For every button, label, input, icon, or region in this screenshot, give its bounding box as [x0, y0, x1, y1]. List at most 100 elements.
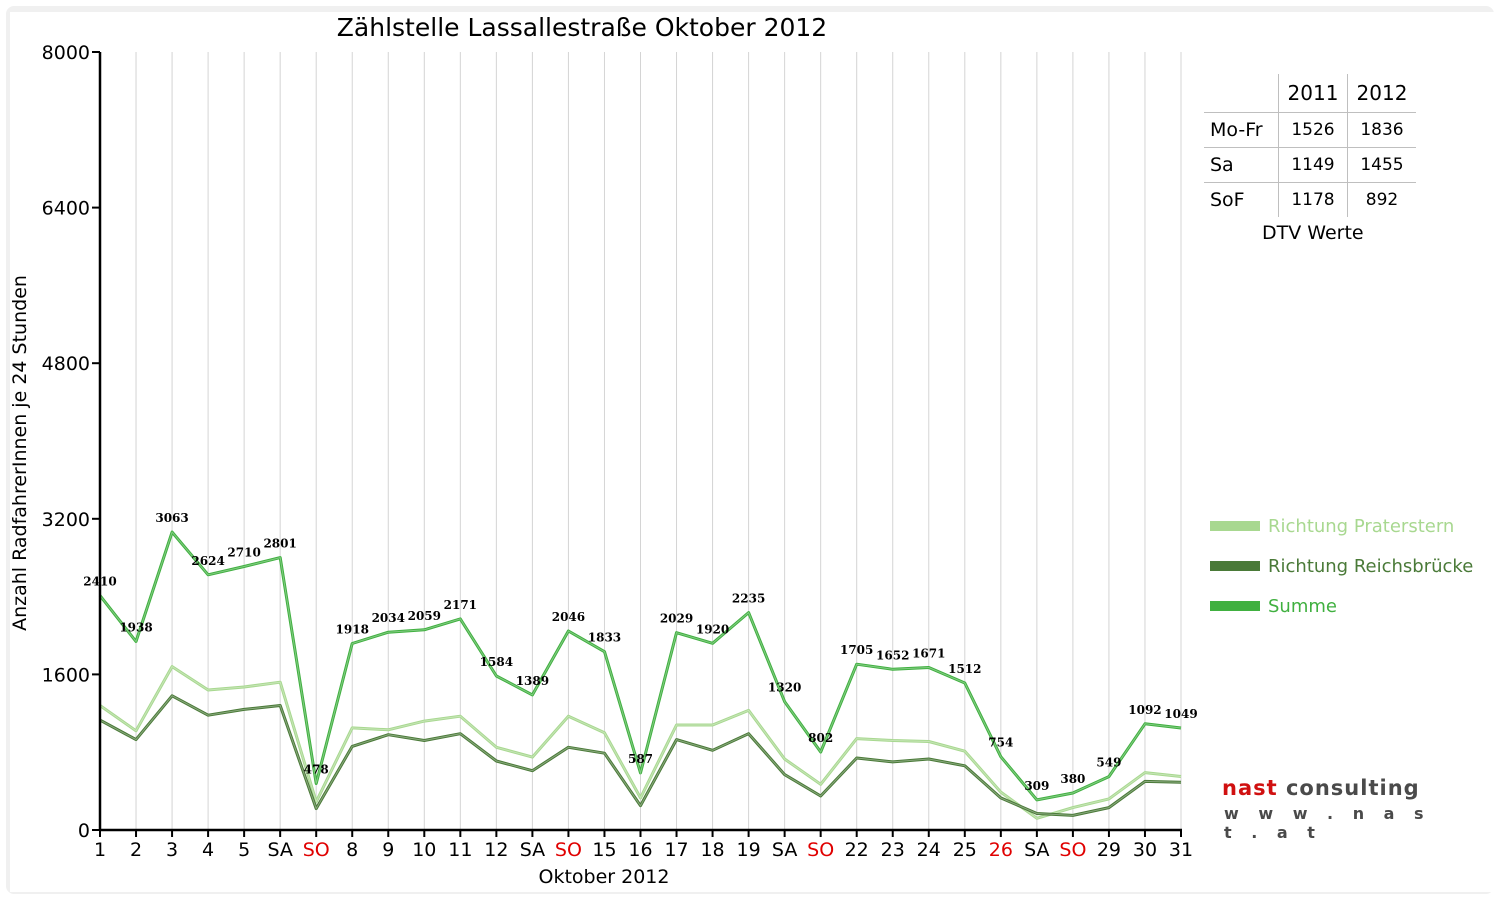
data-label: 754 [988, 736, 1013, 750]
x-tick-label: 23 [881, 839, 905, 861]
data-label: 3063 [155, 511, 188, 525]
chart-title: Zählstelle Lassallestraße Oktober 2012 [337, 13, 827, 42]
dtv-value: 1178 [1278, 182, 1348, 217]
data-label: 1389 [516, 674, 549, 688]
data-label: 1918 [336, 622, 369, 636]
x-tick-label: 4 [202, 839, 214, 861]
data-label-layer: 2410193830632624271028014781918203420592… [83, 511, 1197, 793]
x-tick-label: 18 [700, 839, 724, 861]
legend-label: Richtung Praterstern [1268, 515, 1455, 537]
data-label: 1320 [768, 681, 801, 695]
data-label: 2034 [372, 611, 405, 625]
data-label: 2171 [444, 598, 477, 612]
series-line-highlight [99, 695, 1182, 816]
x-tick-label: SO [303, 839, 330, 861]
y-tick-label: 0 [78, 820, 90, 842]
y-tick-label: 4800 [42, 353, 90, 375]
y-tick-label: 8000 [42, 42, 90, 64]
data-label: 478 [304, 763, 329, 777]
x-tick-label: SO [807, 839, 834, 861]
logo-wordmark: nast consulting [1222, 776, 1420, 800]
logo-url: w w w . n a s t . a t [1224, 804, 1431, 842]
chart-panel: Zählstelle Lassallestraße Oktober 2012 A… [9, 12, 1494, 892]
data-label: 1705 [840, 643, 873, 657]
series-line-1 [99, 694, 1182, 817]
logo-word-consulting: consulting [1285, 776, 1420, 800]
series-layer [98, 530, 1182, 820]
dtv-value: 1836 [1347, 112, 1416, 148]
x-tick-label: 17 [664, 839, 688, 861]
dtv-caption: DTV Werte [1262, 222, 1364, 244]
legend-swatch [1210, 561, 1260, 571]
series-line-highlight [99, 531, 1182, 801]
chart-legend: Richtung Praterstern Richtung Reichsbrüc… [1210, 506, 1473, 626]
legend-swatch [1210, 521, 1260, 531]
dtv-row-label: Mo-Fr [1204, 112, 1279, 148]
x-tick-label: SA [1024, 839, 1049, 861]
x-tick-label: SO [555, 839, 582, 861]
data-label: 1512 [948, 662, 981, 676]
x-tick-label: 8 [346, 839, 358, 861]
company-logo: nast consulting w w w . n a s t . a t [1210, 762, 1453, 842]
data-label: 1049 [1164, 707, 1197, 721]
dtv-header-2011: 2011 [1278, 74, 1348, 113]
x-tick-label: 15 [592, 839, 616, 861]
data-label: 802 [808, 731, 833, 745]
data-label: 1671 [912, 646, 945, 660]
chart-axes: 1 2 3 4 5 SA SO 8 9 10 11 12 SA SO 15 16 17 18 19 SA SO 22 23 2… [42, 42, 1193, 861]
dtv-value: 1455 [1347, 147, 1416, 183]
data-label: 309 [1024, 779, 1049, 793]
series-line-highlight [99, 665, 1182, 819]
x-tick-label: 2 [130, 839, 142, 861]
data-label: 2235 [732, 592, 765, 606]
dtv-header-2012: 2012 [1347, 74, 1416, 113]
data-label: 1092 [1128, 703, 1161, 717]
data-label: 1920 [696, 622, 729, 636]
x-tick-label: 9 [382, 839, 394, 861]
x-tick-label: 29 [1097, 839, 1121, 861]
dtv-value: 1526 [1278, 112, 1348, 148]
x-tick-label: 24 [917, 839, 941, 861]
x-tick-label: 31 [1169, 839, 1193, 861]
data-label: 2624 [191, 554, 224, 568]
dtv-table: 2011 2012 Mo-Fr 1526 1836 Sa 1149 1455 S… [1204, 74, 1416, 217]
x-tick-label: 1 [94, 839, 106, 861]
data-label: 587 [628, 752, 653, 766]
dtv-value: 892 [1347, 182, 1416, 217]
x-tick-label: 19 [737, 839, 761, 861]
dtv-value: 1149 [1278, 147, 1348, 183]
data-label: 380 [1060, 772, 1085, 786]
series-line-0 [99, 665, 1182, 820]
legend-item-summe: Summe [1210, 586, 1473, 626]
x-tick-label: SA [520, 839, 545, 861]
data-label: 2046 [552, 610, 585, 624]
x-tick-label: SO [1059, 839, 1086, 861]
data-label: 1652 [876, 648, 909, 662]
x-tick-label: 26 [989, 839, 1013, 861]
data-label: 1938 [119, 621, 152, 635]
legend-item-reichsbruecke: Richtung Reichsbrücke [1210, 546, 1473, 586]
x-tick-label: 12 [484, 839, 508, 861]
series-line-2 [98, 530, 1182, 802]
x-tick-label: SA [267, 839, 292, 861]
data-label: 1833 [588, 631, 621, 645]
legend-label: Summe [1268, 595, 1337, 617]
y-axis-title: Anzahl RadfahrerInnen je 24 Stunden [10, 275, 31, 631]
legend-item-praterstern: Richtung Praterstern [1210, 506, 1473, 546]
data-label: 2029 [660, 612, 693, 626]
logo-word-nast: nast [1222, 776, 1278, 800]
data-label: 549 [1096, 756, 1121, 770]
x-tick-label: 25 [953, 839, 977, 861]
x-tick-label: 22 [845, 839, 869, 861]
data-label: 1584 [480, 655, 513, 669]
y-tick-label: 1600 [42, 664, 90, 686]
x-axis-title: Oktober 2012 [539, 866, 670, 888]
x-tick-label: 3 [166, 839, 178, 861]
y-tick-label: 3200 [42, 509, 90, 531]
x-tick-label: SA [772, 839, 797, 861]
dtv-row-label: SoF [1210, 189, 1245, 211]
x-tick-label: 16 [628, 839, 652, 861]
x-tick-label: 5 [238, 839, 250, 861]
data-label: 2059 [408, 609, 441, 623]
dtv-corner [1204, 74, 1279, 113]
